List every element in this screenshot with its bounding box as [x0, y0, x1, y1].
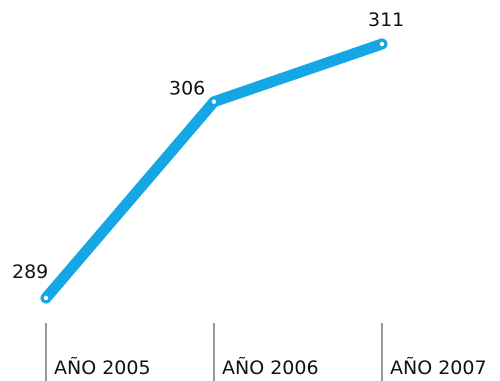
data-point — [377, 39, 387, 49]
data-label: 311 — [368, 9, 404, 31]
x-axis-ticks: AÑO 2005 AÑO 2006 AÑO 2007 — [45, 323, 487, 381]
data-labels: 289 306 311 — [12, 9, 404, 283]
x-tick-label: AÑO 2005 — [54, 356, 151, 379]
series-line — [40, 38, 388, 304]
data-point — [209, 97, 219, 106]
x-tick-label: AÑO 2007 — [390, 356, 487, 379]
data-label: 306 — [169, 78, 205, 100]
data-label: 289 — [12, 261, 48, 283]
data-point — [41, 293, 51, 303]
series-group — [40, 38, 388, 304]
x-tick-label: AÑO 2006 — [222, 356, 319, 379]
